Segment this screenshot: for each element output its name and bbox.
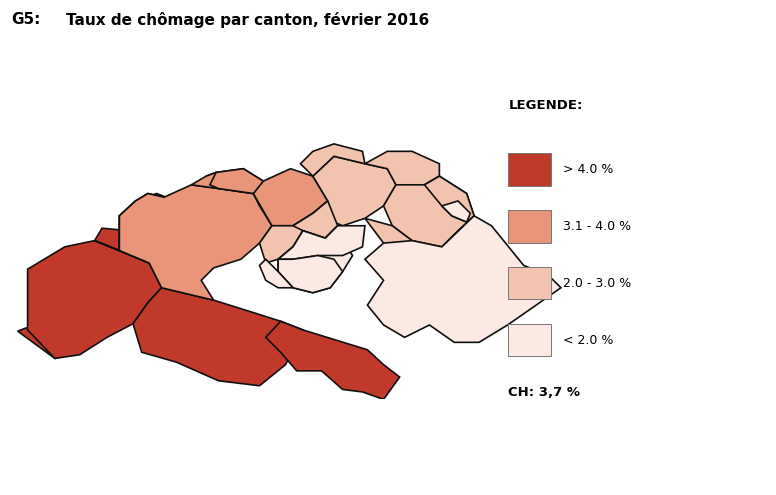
- Polygon shape: [206, 172, 226, 185]
- Polygon shape: [278, 226, 365, 259]
- Polygon shape: [442, 201, 470, 222]
- Text: < 2.0 %: < 2.0 %: [563, 334, 613, 347]
- Text: 2.0 - 3.0 %: 2.0 - 3.0 %: [563, 277, 631, 290]
- Text: LEGENDE:: LEGENDE:: [508, 99, 583, 112]
- Polygon shape: [95, 185, 272, 300]
- Polygon shape: [259, 213, 313, 263]
- Polygon shape: [313, 156, 396, 226]
- Text: > 4.0 %: > 4.0 %: [563, 163, 613, 176]
- Polygon shape: [365, 218, 424, 268]
- Polygon shape: [95, 228, 149, 263]
- Polygon shape: [293, 201, 338, 238]
- Text: 3.1 - 4.0 %: 3.1 - 4.0 %: [563, 220, 631, 233]
- Polygon shape: [383, 176, 474, 247]
- Polygon shape: [365, 151, 439, 185]
- Polygon shape: [210, 169, 263, 194]
- Polygon shape: [424, 176, 474, 222]
- Polygon shape: [278, 255, 343, 293]
- Text: Taux de chômage par canton, février 2016: Taux de chômage par canton, février 2016: [66, 12, 429, 28]
- Polygon shape: [278, 226, 352, 293]
- Polygon shape: [120, 194, 189, 263]
- Polygon shape: [300, 144, 365, 176]
- Polygon shape: [28, 241, 161, 358]
- Text: CH: 3,7 %: CH: 3,7 %: [508, 386, 580, 399]
- Polygon shape: [253, 169, 327, 226]
- Polygon shape: [18, 325, 65, 358]
- Polygon shape: [265, 321, 400, 399]
- Polygon shape: [259, 259, 293, 288]
- Polygon shape: [120, 194, 179, 263]
- Polygon shape: [192, 169, 263, 194]
- Polygon shape: [133, 288, 303, 386]
- Text: G5:: G5:: [12, 12, 41, 27]
- Polygon shape: [365, 216, 561, 343]
